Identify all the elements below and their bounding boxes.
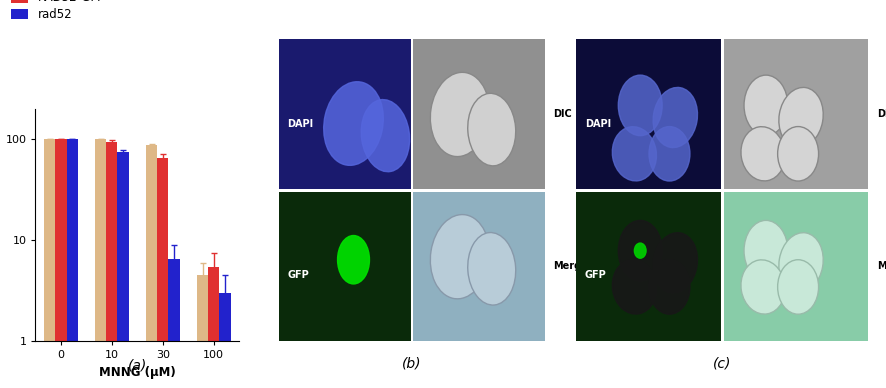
Bar (157, 158, 168, 388)
Bar (95, 139, 106, 388)
Ellipse shape (468, 232, 516, 305)
Bar (168, 259, 180, 388)
Text: Merge: Merge (877, 261, 886, 271)
Bar (118, 152, 128, 388)
Ellipse shape (744, 75, 788, 136)
Ellipse shape (612, 260, 657, 314)
Bar (576, 39, 720, 189)
Ellipse shape (323, 82, 384, 165)
Ellipse shape (744, 220, 788, 281)
Text: GFP: GFP (287, 270, 309, 280)
Text: Merge: Merge (553, 261, 587, 271)
Ellipse shape (468, 94, 516, 166)
Bar (724, 192, 868, 341)
Ellipse shape (778, 260, 819, 314)
Ellipse shape (649, 260, 690, 314)
Text: DAPI: DAPI (585, 119, 610, 128)
Bar (279, 192, 410, 341)
Ellipse shape (779, 233, 823, 293)
Text: DIC: DIC (553, 109, 571, 120)
Ellipse shape (431, 215, 489, 299)
Ellipse shape (741, 127, 785, 181)
Ellipse shape (653, 233, 697, 293)
Text: (a): (a) (128, 359, 147, 372)
Bar (146, 145, 157, 388)
Ellipse shape (618, 75, 662, 136)
Ellipse shape (778, 126, 819, 181)
Ellipse shape (431, 72, 489, 157)
Bar (66, 139, 78, 388)
Ellipse shape (741, 260, 785, 314)
Bar (413, 192, 545, 341)
Ellipse shape (649, 126, 690, 181)
Bar (44, 139, 55, 388)
Bar (279, 39, 410, 189)
Ellipse shape (634, 243, 646, 258)
Text: DAPI: DAPI (287, 119, 313, 128)
Bar (724, 39, 868, 189)
Ellipse shape (612, 127, 657, 181)
Bar (106, 142, 118, 388)
Bar (197, 275, 208, 388)
Bar (208, 267, 220, 388)
Text: (b): (b) (402, 357, 422, 371)
Ellipse shape (779, 87, 823, 147)
Text: GFP: GFP (585, 270, 606, 280)
Bar (220, 293, 230, 388)
Text: (c): (c) (713, 357, 731, 371)
Ellipse shape (338, 236, 369, 284)
Ellipse shape (361, 100, 409, 172)
Ellipse shape (653, 87, 697, 147)
Bar (413, 39, 545, 189)
X-axis label: MNNG (μM): MNNG (μM) (99, 366, 175, 379)
Legend: WT, RAD52-GFP, rad52: WT, RAD52-GFP, rad52 (11, 0, 105, 21)
Ellipse shape (618, 220, 662, 281)
Text: DIC: DIC (877, 109, 886, 120)
Bar (55, 139, 66, 388)
Bar (576, 192, 720, 341)
